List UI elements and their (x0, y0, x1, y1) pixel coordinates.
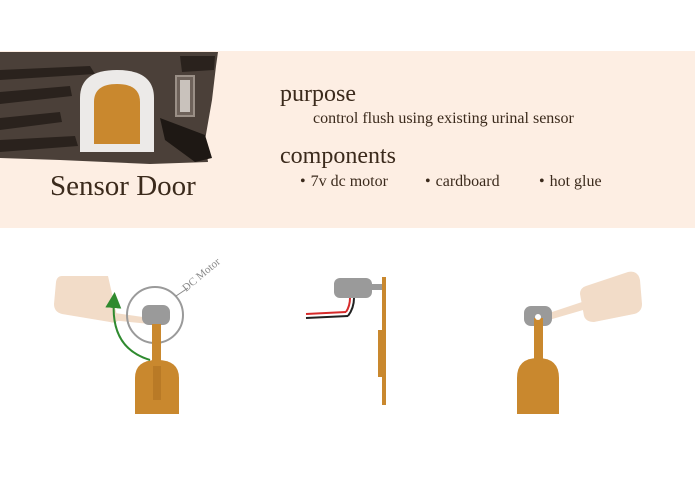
raised-paddle (580, 271, 642, 322)
arm-paddle (54, 276, 118, 323)
photo-sensor-window (80, 70, 154, 152)
wire-bend (345, 297, 351, 313)
component-motor: 7v dc motor (300, 173, 388, 191)
wire-red (305, 311, 347, 315)
arm-link (108, 312, 150, 324)
motor-body (142, 305, 170, 325)
raised-shaft (534, 318, 543, 362)
purpose-heading: purpose (280, 81, 356, 107)
rotation-arrow (105, 292, 151, 361)
diagram-side-view (305, 277, 386, 405)
side-door (378, 330, 384, 377)
motor-label: DC Motor (180, 256, 223, 295)
purpose-description: control flush using existing urinal sens… (313, 110, 574, 127)
side-motor (334, 278, 372, 298)
component-cardboard: cardboard (425, 173, 500, 191)
raised-door (517, 358, 559, 414)
components-heading: components (280, 143, 396, 169)
wire-bend-black (347, 297, 355, 317)
diagram-rotating-arm: DC Motor (54, 256, 223, 414)
page-title: Sensor Door (50, 170, 196, 202)
component-hot-glue: hot glue (539, 173, 602, 191)
diagram-arm-raised (517, 271, 642, 414)
side-motor-shaft (372, 284, 382, 290)
motor-callout-line (175, 287, 189, 297)
raised-link (540, 300, 590, 322)
door-slot (153, 366, 161, 400)
wire-black (305, 315, 349, 319)
raised-pivot (535, 314, 541, 320)
door-shaft (152, 324, 161, 364)
